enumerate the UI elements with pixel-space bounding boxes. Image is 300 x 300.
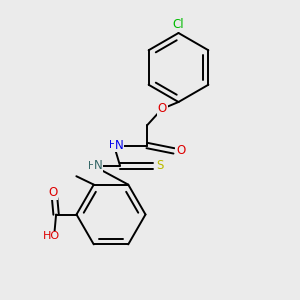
- Text: O: O: [176, 144, 185, 158]
- Text: N: N: [94, 159, 103, 172]
- Text: N: N: [115, 139, 124, 152]
- Text: S: S: [156, 159, 163, 172]
- Text: H: H: [88, 160, 96, 171]
- Text: O: O: [158, 102, 167, 116]
- Text: Cl: Cl: [173, 17, 184, 31]
- Text: HO: HO: [43, 231, 60, 242]
- Text: H: H: [109, 140, 116, 151]
- Text: O: O: [49, 186, 58, 199]
